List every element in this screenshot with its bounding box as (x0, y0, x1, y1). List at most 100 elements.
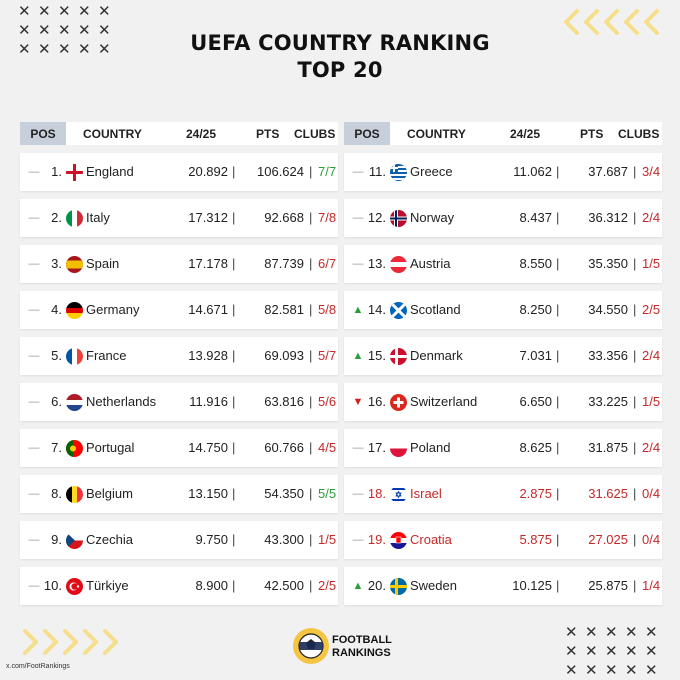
season-coefficient: 8.437 (519, 210, 552, 225)
table-row: — 11. Greece 11.062 | 37.687 | 3/4 (344, 153, 662, 191)
total-points: 43.300 (264, 532, 304, 547)
season-coefficient: 7.031 (519, 348, 552, 363)
movement-same-icon: — (352, 488, 364, 500)
chevron-icon (564, 9, 579, 35)
table-row: — 3. Spain 17.178 | 87.739 | 6/7 (20, 245, 338, 283)
poland-flag (390, 440, 407, 457)
chevron-icon (604, 9, 619, 35)
israel-flag (390, 486, 407, 503)
separator: | (633, 578, 637, 593)
clubs-remaining: 5/8 (318, 302, 337, 317)
portugal-flag (66, 440, 83, 457)
total-points: 63.816 (264, 394, 304, 409)
separator: | (633, 210, 637, 225)
brand-name: FOOTBALL RANKINGS (332, 634, 392, 660)
country-name: Czechia (86, 532, 133, 547)
chevron-icon (624, 9, 639, 35)
separator: | (232, 578, 236, 593)
total-points: 42.500 (264, 578, 304, 593)
chevron-icon (63, 629, 78, 655)
country-name: Spain (86, 256, 120, 271)
turkiye-flag (66, 578, 83, 595)
italy-flag (66, 210, 83, 227)
table-row: —17. Poland 8.625 | 31.875 | 2/4 (344, 429, 662, 467)
separator: | (556, 486, 560, 501)
country-name: Israel (410, 486, 442, 501)
table-header: POS COUNTRY 24/25 PTS CLUBS (20, 122, 338, 145)
movement-up-icon: ▲ (352, 580, 364, 592)
separator: | (309, 210, 313, 225)
movement-same-icon: — (28, 396, 40, 408)
scotland-flag (390, 302, 407, 319)
movement-up-icon: ▲ (352, 350, 364, 362)
brand-line-1: FOOTBALL (332, 634, 392, 646)
separator: | (309, 532, 313, 547)
country-name: Germany (86, 302, 140, 317)
season-coefficient: 9.750 (195, 532, 228, 547)
greece-flag (390, 164, 407, 181)
total-points: 36.312 (588, 210, 628, 225)
table-row: — 1. England 20.892 | 106.624 | 7/7 (20, 153, 338, 191)
separator: | (633, 440, 637, 455)
clubs-remaining: 0/4 (642, 486, 661, 501)
season-coefficient: 8.900 (195, 578, 228, 593)
croatia-flag (390, 532, 407, 549)
movement-same-icon: — (28, 350, 40, 362)
clubs-remaining: 1/5 (642, 394, 661, 409)
table-row: —19. Croatia 5.875 | 27.025 | 0/4 (344, 521, 662, 559)
country-name: Norway (410, 210, 455, 225)
decorative-chevrons-left (562, 8, 660, 36)
movement-down-icon: ▼ (352, 396, 364, 408)
separator: | (232, 256, 236, 271)
clubs-remaining: 2/4 (642, 210, 661, 225)
movement-same-icon: — (28, 304, 40, 316)
separator: | (556, 532, 560, 547)
page-title: UEFA COUNTRY RANKING TOP 20 (0, 30, 680, 84)
germany-flag (66, 302, 83, 319)
total-points: 87.739 (264, 256, 304, 271)
rank: 14. (367, 302, 386, 317)
clubs-remaining: 7/8 (318, 210, 337, 225)
separator: | (232, 486, 236, 501)
chevron-icon (83, 629, 98, 655)
total-points: 33.356 (588, 348, 628, 363)
separator: | (232, 210, 236, 225)
separator: | (556, 210, 560, 225)
social-handle: x.com/FootRankings (6, 663, 70, 670)
separator: | (232, 394, 236, 409)
separator: | (633, 256, 637, 271)
rank: 12. (367, 210, 386, 225)
switzerland-flag (390, 394, 407, 411)
chevron-icon (644, 9, 659, 35)
movement-same-icon: — (352, 166, 364, 178)
header-clubs: CLUBS (618, 126, 660, 141)
total-points: 54.350 (264, 486, 304, 501)
season-coefficient: 5.875 (519, 532, 552, 547)
total-points: 69.093 (264, 348, 304, 363)
country-name: Türkiye (86, 578, 129, 593)
separator: | (309, 440, 313, 455)
clubs-remaining: 5/7 (318, 348, 337, 363)
rank: 10. (43, 578, 62, 593)
france-flag (66, 348, 83, 365)
table-row: ▲ 15. Denmark 7.031 | 33.356 | 2/4 (344, 337, 662, 375)
separator: | (556, 256, 560, 271)
table-row: — 2. Italy 17.312 | 92.668 | 7/8 (20, 199, 338, 237)
season-coefficient: 14.750 (188, 440, 228, 455)
country-name: Netherlands (86, 394, 157, 409)
season-coefficient: 13.928 (188, 348, 228, 363)
table-row: — 5. France 13.928 | 69.093 | 5/7 (20, 337, 338, 375)
country-name: Croatia (410, 532, 452, 547)
season-coefficient: 20.892 (188, 164, 228, 179)
england-flag (66, 164, 83, 181)
clubs-remaining: 7/7 (318, 164, 337, 179)
spain-flag (66, 256, 83, 273)
total-points: 31.625 (588, 486, 628, 501)
header-pos: POS (344, 122, 390, 145)
table-row: —10. Türkiye 8.900 | 42.500 | 2/5 (20, 567, 338, 605)
movement-same-icon: — (28, 442, 40, 454)
country-name: Italy (86, 210, 110, 225)
table-row: — 6. Netherlands 11.916 | 63.816 | 5/6 (20, 383, 338, 421)
clubs-remaining: 1/4 (642, 578, 661, 593)
season-coefficient: 6.650 (519, 394, 552, 409)
